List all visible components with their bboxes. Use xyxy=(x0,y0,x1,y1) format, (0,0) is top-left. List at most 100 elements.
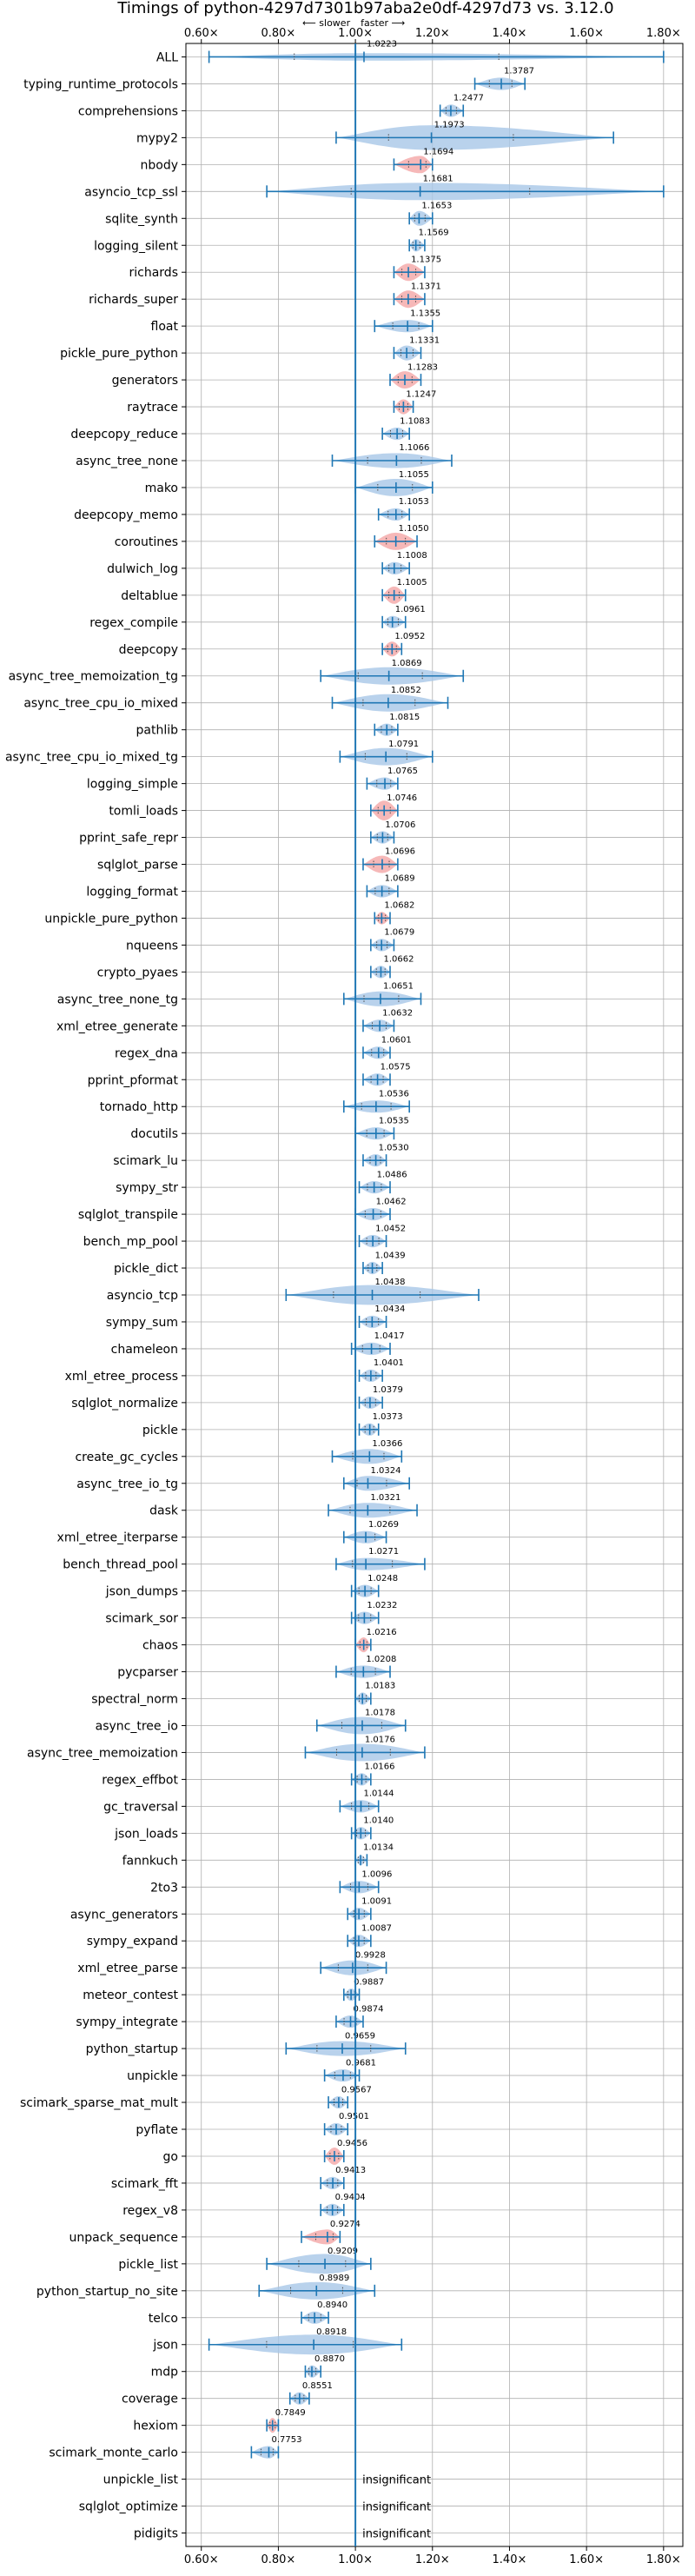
value-label: 1.3787 xyxy=(504,67,534,76)
benchmark-violin-scimark_sparse_mat_mult: 0.9567 xyxy=(328,2085,372,2109)
x-tick-label-bottom: 1.80× xyxy=(646,2553,681,2566)
value-label: 0.9456 xyxy=(337,2139,367,2148)
benchmark-label: regex_compile xyxy=(89,616,178,630)
benchmark-label: nqueens xyxy=(126,939,178,953)
benchmark-label: async_tree_io xyxy=(96,1719,178,1733)
value-label: 1.0575 xyxy=(381,1062,411,1072)
benchmark-violin-logging_simple: 1.0765 xyxy=(366,767,418,790)
value-label: 1.0434 xyxy=(374,1305,405,1314)
benchmark-label: scimark_lu xyxy=(113,1154,178,1168)
benchmark-violin-pickle_dict: 1.0439 xyxy=(362,1251,406,1275)
benchmark-label: sympy_integrate xyxy=(76,2015,178,2029)
benchmark-label: meteor_contest xyxy=(83,1988,178,2002)
value-label: 1.0462 xyxy=(376,1197,407,1206)
value-label: 1.2477 xyxy=(453,94,484,103)
value-label: 1.0662 xyxy=(383,955,414,965)
value-label: 1.0852 xyxy=(391,686,421,695)
benchmark-label: nbody xyxy=(141,158,179,172)
value-label: 0.8551 xyxy=(302,2381,333,2391)
value-label: 0.9928 xyxy=(355,1950,386,1960)
benchmark-violin-pathlib: 1.0815 xyxy=(374,713,420,736)
benchmark-violin-async_tree_memoization: 1.0176 xyxy=(304,1736,426,1762)
value-label: 0.9413 xyxy=(335,2166,366,2175)
benchmark-label: xml_etree_process xyxy=(65,1370,178,1384)
benchmark-label: sympy_sum xyxy=(106,1316,178,1330)
benchmark-label: coroutines xyxy=(115,535,178,549)
value-label: 1.0183 xyxy=(365,1682,395,1691)
x-tick-label-top: 1.00× xyxy=(338,27,373,40)
value-label: 1.1653 xyxy=(421,202,452,211)
benchmark-violin-unpack_sequence: 0.9274 xyxy=(301,2220,361,2245)
benchmark-violin-unpickle: 0.9681 xyxy=(323,2058,376,2082)
benchmark-violin-coroutines: 1.1050 xyxy=(374,524,429,550)
benchmark-label: xml_etree_generate xyxy=(56,1019,178,1033)
benchmark-violin-sqlglot_normalize: 1.0379 xyxy=(358,1385,403,1409)
value-label: 0.7753 xyxy=(271,2435,301,2445)
value-label: 1.0208 xyxy=(366,1655,396,1664)
value-label: 1.1694 xyxy=(423,148,453,157)
benchmark-violin-docutils: 1.0535 xyxy=(354,1116,409,1140)
insignificant-label: insignificant xyxy=(362,2528,431,2541)
benchmark-label: asyncio_tcp_ssl xyxy=(84,185,178,199)
benchmark-label: scimark_monte_carlo xyxy=(49,2447,178,2460)
benchmark-label: async_generators xyxy=(70,1908,178,1922)
benchmark-label: richards_super xyxy=(89,293,178,307)
value-label: 0.9274 xyxy=(330,2220,361,2229)
value-label: 0.9659 xyxy=(345,2031,375,2041)
benchmark-label: logging_format xyxy=(86,885,178,899)
benchmark-violin-sqlite_synth: 1.1653 xyxy=(408,202,452,226)
x-tick-label-top: 1.40× xyxy=(493,27,527,40)
benchmark-label: chameleon xyxy=(111,1343,178,1357)
direction-faster-label: faster ⟶ xyxy=(361,17,405,29)
value-label: 1.0439 xyxy=(375,1251,406,1260)
benchmark-violin-regex_dna: 1.0601 xyxy=(362,1036,412,1059)
benchmark-label: raytrace xyxy=(127,401,178,415)
value-label: 1.0486 xyxy=(377,1170,407,1179)
value-label: 0.9874 xyxy=(354,2004,384,2014)
value-label: 1.0373 xyxy=(373,1412,403,1422)
benchmark-label: python_startup xyxy=(86,2042,178,2056)
benchmark-violin-logging_silent: 1.1569 xyxy=(408,228,449,252)
value-label: 1.1083 xyxy=(400,416,430,426)
benchmark-violin-scimark_fft: 0.9413 xyxy=(320,2166,366,2190)
value-label: 1.0679 xyxy=(384,928,414,938)
benchmark-violin-python_startup: 0.9659 xyxy=(285,2031,407,2056)
value-label: 1.0271 xyxy=(368,1547,399,1557)
value-label: 1.0706 xyxy=(385,820,415,830)
benchmark-label: gc_traversal xyxy=(103,1800,178,1814)
benchmark-label: telco xyxy=(149,2312,178,2326)
benchmark-violin-sqlglot_parse: 1.0696 xyxy=(362,847,415,873)
benchmark-label: scimark_sor xyxy=(105,1612,178,1626)
value-label: 1.1050 xyxy=(399,524,429,534)
benchmark-label: deepcopy_memo xyxy=(74,508,178,522)
benchmark-label: pathlib xyxy=(136,724,179,738)
benchmark-violin-pidigits: insignificant xyxy=(362,2528,431,2541)
value-label: 1.0696 xyxy=(385,847,415,857)
benchmark-label: hexiom xyxy=(133,2420,178,2433)
benchmark-violin-xml_etree_generate: 1.0632 xyxy=(362,1009,413,1032)
benchmark-violin-async_tree_none_tg: 1.0651 xyxy=(342,982,422,1006)
benchmark-label: float xyxy=(151,320,179,334)
benchmark-label: generators xyxy=(112,374,178,388)
x-tick-label-bottom: 1.20× xyxy=(415,2553,450,2566)
benchmark-label: sqlglot_normalize xyxy=(71,1397,178,1411)
benchmark-label: 2to3 xyxy=(150,1881,178,1895)
benchmark-label: create_gc_cycles xyxy=(75,1451,178,1464)
benchmark-violin-typing_runtime_protocols: 1.3787 xyxy=(473,67,534,90)
benchmark-label: go xyxy=(163,2150,178,2164)
value-label: 1.0223 xyxy=(367,40,397,50)
value-label: 1.0765 xyxy=(387,767,418,776)
value-label: 1.1355 xyxy=(410,309,440,318)
value-label: 1.0216 xyxy=(367,1628,397,1637)
value-label: 1.1371 xyxy=(411,282,441,291)
value-label: 1.0815 xyxy=(389,713,420,722)
benchmark-label: async_tree_none_tg xyxy=(57,993,178,1006)
benchmark-label: sympy_expand xyxy=(87,1935,178,1949)
benchmark-violin-asyncio_tcp: 1.0438 xyxy=(285,1278,480,1305)
value-label: 1.1681 xyxy=(423,175,453,184)
value-label: 1.1008 xyxy=(397,551,427,561)
value-label: 1.1247 xyxy=(406,389,436,399)
benchmark-violin-async_tree_cpu_io_mixed: 1.0852 xyxy=(331,686,449,712)
x-tick-label-bottom: 1.60× xyxy=(569,2553,604,2566)
